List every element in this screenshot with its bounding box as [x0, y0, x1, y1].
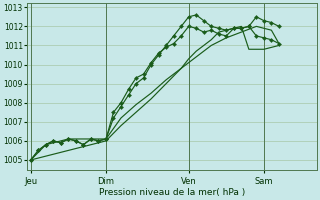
X-axis label: Pression niveau de la mer( hPa ): Pression niveau de la mer( hPa ) — [99, 188, 245, 197]
